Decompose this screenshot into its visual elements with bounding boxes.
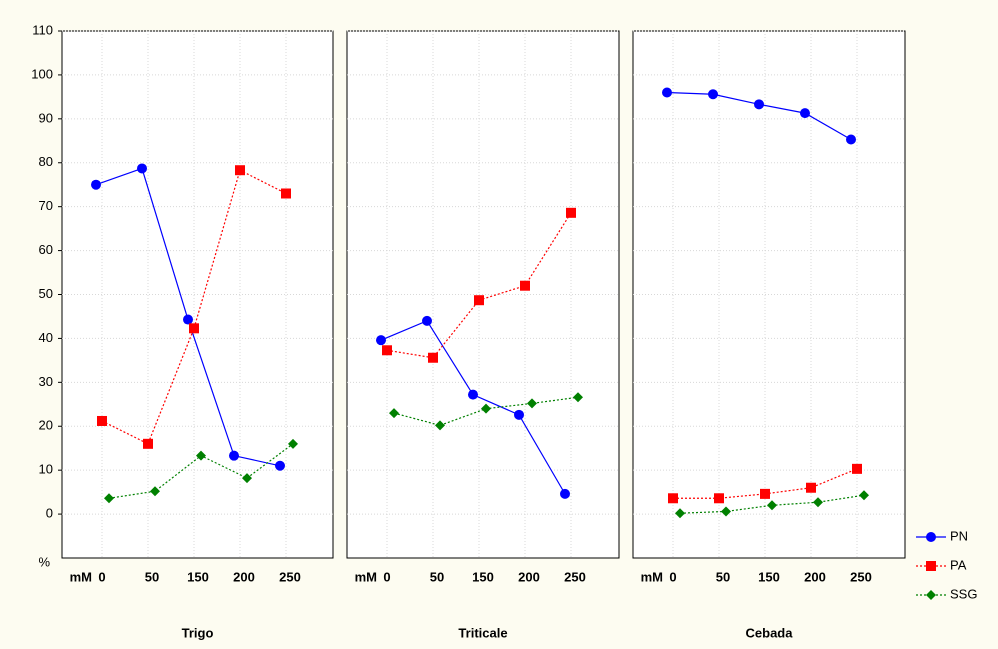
point: [573, 392, 583, 403]
y-tick-label: 80: [39, 154, 53, 169]
point: [668, 493, 678, 504]
point: [806, 482, 816, 493]
x-unit-label: mM: [70, 569, 92, 584]
point: [235, 165, 245, 176]
point: [196, 450, 206, 461]
point: [91, 179, 101, 190]
point: [189, 323, 199, 334]
point: [813, 497, 823, 508]
point: [846, 134, 856, 145]
point: [422, 315, 432, 326]
point: [143, 438, 153, 449]
x-tick-label: 50: [430, 569, 444, 584]
point: [275, 460, 285, 471]
point: [520, 280, 530, 291]
point: [150, 486, 160, 497]
point: [754, 99, 764, 110]
point: [859, 490, 869, 501]
y-tick-label: 50: [39, 286, 53, 301]
series-line: [101, 169, 287, 445]
x-tick-label: 0: [98, 569, 105, 584]
x-tick-label: 50: [716, 569, 730, 584]
point: [675, 508, 685, 519]
x-tick-label: 200: [233, 569, 255, 584]
point: [382, 345, 392, 356]
point: [767, 500, 777, 511]
point: [229, 450, 239, 461]
x-unit-label: mM: [355, 569, 377, 584]
point: [468, 389, 478, 400]
x-tick-label: 150: [187, 569, 209, 584]
legend-marker: [926, 532, 936, 542]
x-tick-label: 150: [758, 569, 780, 584]
point: [760, 488, 770, 499]
y-tick-label: 30: [39, 374, 53, 389]
y-tick-label: 0: [46, 506, 53, 521]
x-tick-label: 0: [383, 569, 390, 584]
point: [566, 207, 576, 218]
point: [662, 87, 672, 98]
point: [714, 493, 724, 504]
x-tick-label: 200: [804, 569, 826, 584]
legend-marker: [926, 561, 936, 571]
x-unit-label: mM: [641, 569, 663, 584]
point: [281, 188, 291, 199]
x-tick-label: 250: [279, 569, 301, 584]
point: [852, 463, 862, 474]
point: [97, 415, 107, 426]
x-tick-label: 50: [145, 569, 159, 584]
legend-label: PA: [950, 557, 967, 572]
point: [137, 163, 147, 174]
point: [527, 398, 537, 409]
y-tick-label: 90: [39, 110, 53, 125]
point: [376, 335, 386, 346]
y-tick-label: 110: [32, 22, 53, 37]
y-tick-label: 40: [39, 330, 53, 345]
x-tick-label: 250: [564, 569, 586, 584]
point: [288, 438, 298, 449]
x-tick-label: 150: [472, 569, 494, 584]
point: [389, 408, 399, 419]
legend-label: PN: [950, 528, 968, 543]
y-tick-label: 60: [39, 242, 53, 257]
panel-title: Cebada: [746, 625, 794, 640]
y-tick-label: 10: [39, 462, 53, 477]
point: [514, 409, 524, 420]
y-tick-label: 70: [39, 198, 53, 213]
point: [242, 473, 252, 484]
y-tick-label: 100: [31, 66, 53, 81]
point: [708, 89, 718, 100]
point: [104, 493, 114, 504]
y-axis-label: %: [38, 554, 50, 569]
legend-marker: [926, 590, 936, 600]
panel-title: Triticale: [458, 625, 507, 640]
point: [435, 420, 445, 431]
panel-title: Trigo: [182, 625, 214, 640]
point: [481, 403, 491, 414]
point: [560, 488, 570, 499]
x-tick-label: 250: [850, 569, 872, 584]
point: [721, 506, 731, 517]
x-tick-label: 0: [669, 569, 676, 584]
legend-label: SSG: [950, 586, 977, 601]
point: [474, 295, 484, 306]
point: [183, 314, 193, 325]
point: [800, 108, 810, 119]
x-tick-label: 200: [518, 569, 540, 584]
y-tick-label: 20: [39, 418, 53, 433]
point: [428, 352, 438, 363]
